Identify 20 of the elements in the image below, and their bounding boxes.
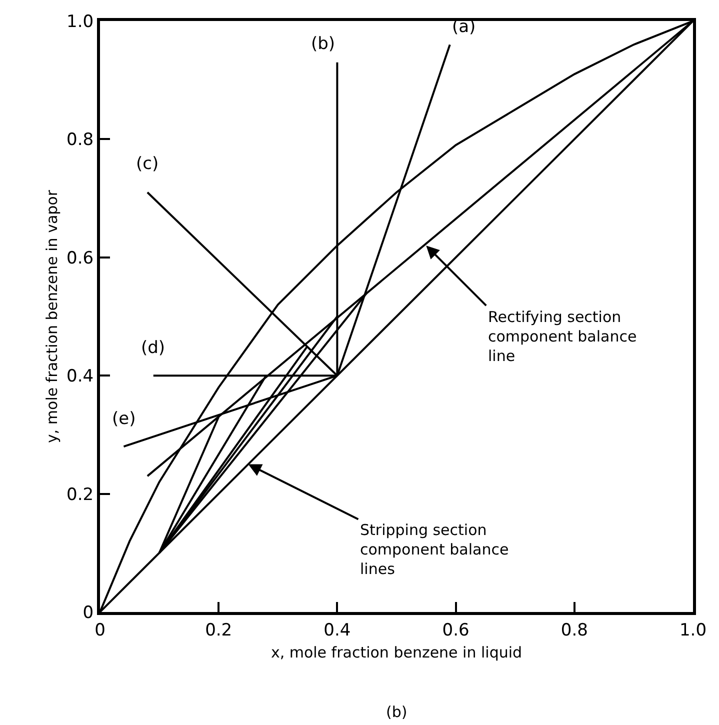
x-axis-title: x, mole fraction benzene in liquid (270, 643, 522, 662)
y-tick-label: 0.6 (66, 248, 94, 268)
annotation: Stripping section component balance lines (360, 521, 509, 578)
series-label: (b) (311, 34, 336, 54)
annotation: Rectifying section component balance line (488, 308, 637, 365)
x-tick-label: 1.0 (679, 620, 707, 640)
x-tick-label: 0.6 (442, 620, 470, 640)
y-tick-label: 0.8 (66, 130, 94, 150)
series-label: (d) (141, 338, 166, 358)
y-tick-label: 0 (82, 602, 94, 623)
series-label: (e) (112, 409, 136, 429)
x-tick-label: 0.2 (205, 620, 232, 640)
y-tick-label: 1.0 (66, 12, 94, 32)
y-tick-label: 0.4 (66, 366, 94, 387)
x-tick-label: 0.8 (560, 620, 588, 640)
text: (b) (386, 703, 408, 721)
x-tick-label: 0.4 (324, 620, 351, 640)
y-tick-label: 0.2 (66, 484, 94, 505)
series-label: (c) (136, 154, 159, 174)
y-axis-title: y, mole fraction benzene in vapor (42, 189, 61, 443)
